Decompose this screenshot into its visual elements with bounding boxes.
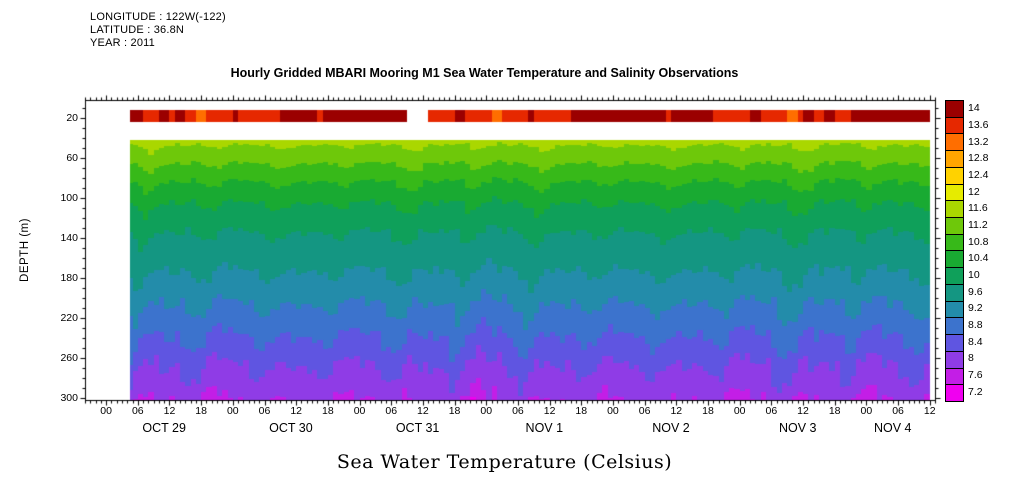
x-tick-label: 12 xyxy=(670,405,683,417)
x-date-label: NOV 2 xyxy=(652,421,690,435)
x-date-label: NOV 4 xyxy=(873,421,912,435)
colorbar-box xyxy=(946,101,963,118)
y-tick-label: 100 xyxy=(60,192,78,204)
x-tick-label: 12 xyxy=(923,405,936,417)
y-tick-label: 60 xyxy=(66,152,78,164)
x-date-label: NOV 3 xyxy=(778,421,817,435)
x-tick-label: 06 xyxy=(258,405,271,417)
x-date-label: NOV 1 xyxy=(525,421,564,435)
colorbar-tick-label: 11.2 xyxy=(968,219,988,231)
x-date-label: OCT 30 xyxy=(269,421,313,435)
year-label: YEAR : 2011 xyxy=(90,37,155,49)
colorbar-tick-label: 8.8 xyxy=(968,319,983,331)
x-tick-label: 18 xyxy=(575,405,588,417)
colorbar-tick-label: 7.6 xyxy=(968,369,983,381)
x-tick-label: 00 xyxy=(480,405,493,417)
colorbar-box xyxy=(946,251,963,269)
x-tick-label: 12 xyxy=(290,405,303,417)
colorbar-box xyxy=(946,268,963,285)
y-tick-label: 220 xyxy=(60,312,78,324)
x-tick-label: 12 xyxy=(543,405,556,417)
colorbar-tick-label: 14 xyxy=(968,102,980,115)
colorbar-tick-label: 13.6 xyxy=(968,119,989,131)
colorbar-tick-label: 8.4 xyxy=(968,335,983,348)
colorbar-box xyxy=(946,167,963,185)
colorbar-tick-label: 9.6 xyxy=(968,285,983,298)
colorbar-box xyxy=(946,368,963,386)
colorbar-tick-label: 7.2 xyxy=(968,385,983,398)
y-tick-label: 140 xyxy=(60,232,78,244)
colorbar-box xyxy=(946,284,963,302)
colorbar-box xyxy=(946,318,963,336)
colorbar-box xyxy=(946,117,963,135)
colorbar-tick-label: 9.2 xyxy=(968,302,983,315)
x-tick-label: 18 xyxy=(195,405,207,417)
colorbar-box xyxy=(946,151,963,168)
colorbar-box xyxy=(946,234,963,252)
latitude-label: LATITUDE : 36.8N xyxy=(90,24,185,36)
x-tick-label: 18 xyxy=(828,405,841,417)
x-tick-label: 00 xyxy=(733,405,746,417)
colorbar-tick-label: 12.4 xyxy=(968,169,989,181)
caption: Sea Water Temperature (Celsius) xyxy=(336,451,673,473)
x-tick-label: 18 xyxy=(448,405,461,417)
y-tick-label: 180 xyxy=(60,272,78,284)
x-tick-label: 06 xyxy=(385,405,398,417)
y-axis-label: DEPTH (m) xyxy=(19,218,31,282)
x-date-label: OCT 31 xyxy=(395,421,440,435)
colorbar-tick-label: 12 xyxy=(968,185,980,198)
colorbar-box xyxy=(946,385,963,401)
x-tick-label: 06 xyxy=(512,405,524,417)
x-tick-label: 18 xyxy=(322,405,334,417)
metadata-block: LONGITUDE : 122W(-122) LATITUDE : 36.8N … xyxy=(90,11,226,50)
colorbar-tick-label: 12.8 xyxy=(968,152,989,165)
x-tick-label: 00 xyxy=(353,405,366,417)
colorbar xyxy=(945,100,964,402)
colorbar-box xyxy=(946,134,963,152)
x-tick-label: 06 xyxy=(638,405,651,417)
x-tick-label: 12 xyxy=(163,405,176,417)
x-tick-label: 00 xyxy=(607,405,619,417)
colorbar-tick-label: 10.4 xyxy=(968,252,989,265)
colorbar-tick-label: 10.8 xyxy=(968,235,989,248)
y-tick-label: 20 xyxy=(66,112,78,124)
colorbar-tick-label: 8 xyxy=(968,352,974,365)
x-tick-label: 06 xyxy=(131,405,144,417)
colorbar-box xyxy=(946,184,963,202)
x-tick-label: 12 xyxy=(417,405,429,417)
heatmap-canvas xyxy=(75,90,955,412)
y-tick-label: 260 xyxy=(60,352,78,364)
x-tick-label: 06 xyxy=(892,405,904,417)
chart-title: Hourly Gridded MBARI Mooring M1 Sea Wate… xyxy=(230,66,739,80)
colorbar-tick-label: 11.6 xyxy=(968,202,988,215)
colorbar-tick-label: 13.2 xyxy=(968,135,989,148)
x-tick-label: 12 xyxy=(797,405,809,417)
x-date-label: OCT 29 xyxy=(142,421,186,435)
colorbar-box xyxy=(946,301,963,319)
colorbar-box xyxy=(946,218,963,235)
colorbar-box xyxy=(946,351,963,369)
y-tick-label: 300 xyxy=(60,392,78,404)
colorbar-box xyxy=(946,201,963,219)
colorbar-tick-label: 10 xyxy=(968,269,980,281)
x-tick-label: 00 xyxy=(860,405,873,417)
colorbar-box xyxy=(946,335,963,352)
x-tick-label: 06 xyxy=(765,405,778,417)
x-tick-label: 00 xyxy=(100,405,112,417)
x-tick-label: 18 xyxy=(702,405,714,417)
x-tick-label: 00 xyxy=(226,405,239,417)
longitude-label: LONGITUDE : 122W(-122) xyxy=(90,11,226,23)
